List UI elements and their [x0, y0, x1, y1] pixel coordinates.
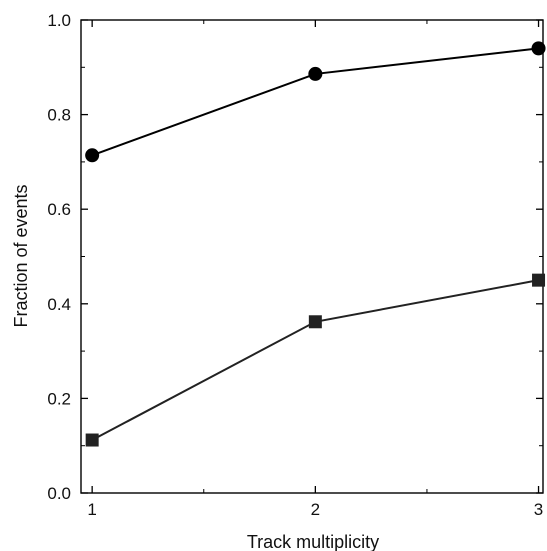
series-2-point [532, 273, 546, 287]
y-axis-label: Fraction of events [11, 184, 31, 327]
series-2-point [85, 433, 99, 447]
x-axis-label: Track multiplicity [247, 532, 379, 551]
y-tick-label: 0.4 [47, 295, 71, 314]
series-1-point [531, 41, 546, 56]
series-1-point [308, 66, 323, 81]
plot-frame [80, 19, 544, 494]
series-2-point [308, 315, 322, 329]
x-tick-label: 3 [534, 500, 543, 519]
y-tick-label: 1.0 [47, 11, 71, 30]
y-tick-label: 0.8 [47, 106, 71, 125]
x-tick-label: 1 [87, 500, 96, 519]
x-tick-label: 2 [311, 500, 320, 519]
series-group [85, 41, 546, 447]
y-tick-label: 0.2 [47, 389, 71, 408]
series-1-point [85, 148, 100, 163]
series-line-1 [91, 47, 539, 157]
y-tick-label: 0.6 [47, 200, 71, 219]
series-line-2 [91, 279, 539, 441]
axes: 0.0 0.2 0.4 0.6 0.8 1.0 1 2 3 [47, 11, 544, 519]
y-tick-label: 0.0 [47, 484, 71, 503]
